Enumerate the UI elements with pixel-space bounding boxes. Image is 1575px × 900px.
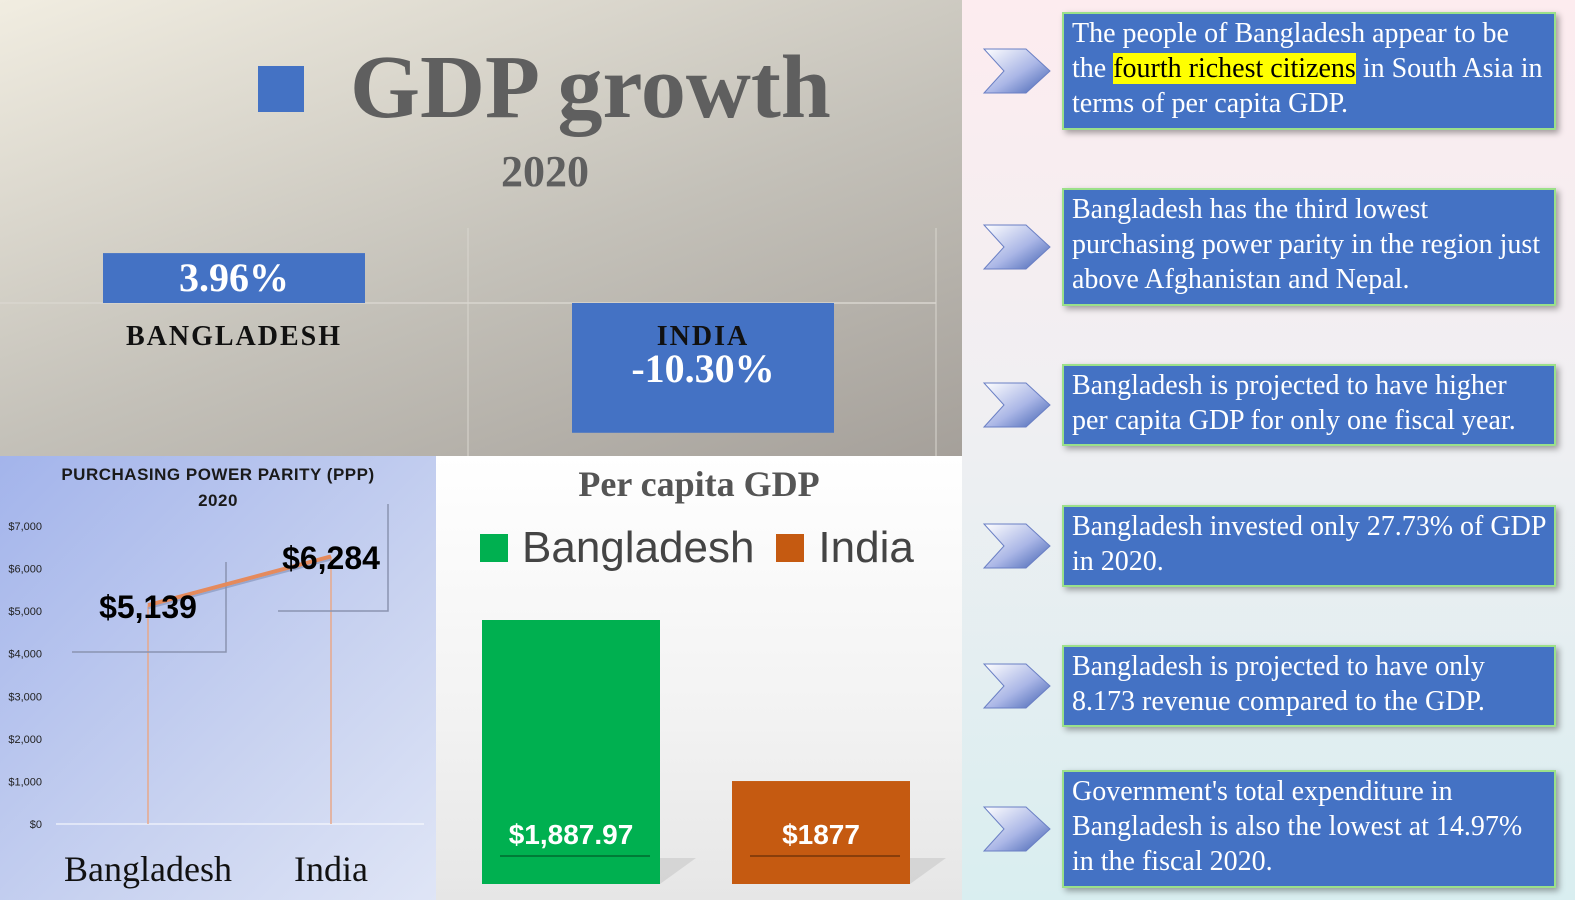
bullet-text: Government's total expenditure in Bangla… bbox=[1072, 776, 1523, 877]
legend-swatch-india bbox=[776, 534, 805, 562]
ppp-data-label: $6,284 bbox=[282, 540, 380, 576]
ppp-y-tick-label: $0 bbox=[30, 819, 42, 831]
ppp-y-tick-label: $3,000 bbox=[8, 691, 42, 703]
ppp-subtitle-text: 2020 bbox=[198, 491, 238, 510]
ppp-title-text: PURCHASING POWER PARITY (PPP) bbox=[61, 465, 375, 484]
chevron-arrow-icon bbox=[982, 523, 1051, 569]
ppp-category-label: India bbox=[294, 849, 368, 889]
bullet-text: Bangladesh is projected to have higher p… bbox=[1072, 370, 1516, 436]
per-capita-data-label: $1,887.97 bbox=[509, 819, 634, 850]
bullet-text-box: Bangladesh is projected to have only 8.1… bbox=[1062, 645, 1556, 727]
bullet-text: Bangladesh has the third lowest purchasi… bbox=[1072, 194, 1541, 295]
gdp-value-label: -10.30% bbox=[631, 346, 775, 391]
bullets-panel: The people of Bangladesh appear to be th… bbox=[962, 0, 1575, 900]
ppp-y-tick-label: $5,000 bbox=[8, 606, 42, 618]
chevron-arrow-icon bbox=[982, 806, 1051, 852]
ppp-series-line-shadow bbox=[147, 558, 332, 610]
gdp-title: GDP growth bbox=[350, 38, 831, 137]
ppp-series-line bbox=[147, 554, 332, 608]
gdp-value-label: 3.96% bbox=[179, 255, 289, 301]
bullet-text: Bangladesh invested only 27.73% of GDP i… bbox=[1072, 511, 1546, 577]
per-capita-bar bbox=[482, 620, 660, 884]
per-capita-bar bbox=[732, 781, 910, 884]
gdp-bar bbox=[103, 253, 365, 303]
per-capita-bar-chart: $1,887.97 $1877 bbox=[482, 620, 946, 884]
gdp-bar bbox=[572, 303, 834, 433]
gdp-subtitle: 2020 bbox=[501, 147, 589, 196]
per-capita-title: Per capita GDP bbox=[578, 464, 820, 504]
ppp-y-tick-label: $7,000 bbox=[8, 521, 42, 533]
ppp-callout-frame bbox=[278, 504, 389, 612]
bullet-text-box: Bangladesh invested only 27.73% of GDP i… bbox=[1062, 505, 1556, 587]
gdp-growth-chart bbox=[0, 228, 937, 456]
bullet-highlight-text: fourth richest citizens bbox=[1113, 53, 1356, 84]
ppp-y-tick-label: $6,000 bbox=[8, 564, 42, 576]
ppp-category-label: Bangladesh bbox=[64, 849, 232, 889]
per-capita-gdp-panel: Per capita GDP Bangladesh India $1,887.9… bbox=[436, 456, 962, 900]
ppp-y-tick-label: $2,000 bbox=[8, 734, 42, 746]
per-capita-legend: Bangladesh India bbox=[480, 520, 936, 576]
ppp-callout-frame bbox=[72, 562, 227, 653]
bullet-text-box: Bangladesh is projected to have higher p… bbox=[1062, 364, 1556, 446]
bullet-text-box: Bangladesh has the third lowest purchasi… bbox=[1062, 188, 1556, 306]
ppp-y-tick-label: $4,000 bbox=[8, 649, 42, 661]
chevron-arrow-icon bbox=[982, 48, 1051, 94]
legend-label-india: India bbox=[818, 523, 914, 572]
ppp-y-tick-label: $1,000 bbox=[8, 776, 42, 788]
ppp-data-label: $5,139 bbox=[99, 589, 197, 625]
ppp-chart-panel: PURCHASING POWER PARITY (PPP) 2020 $0 $1,… bbox=[0, 456, 436, 900]
bullet-text: The people of Bangladesh appear to be th… bbox=[1072, 18, 1509, 84]
gdp-category-label: INDIA bbox=[656, 321, 750, 352]
bullet-text-box: Government's total expenditure in Bangla… bbox=[1062, 770, 1556, 888]
bullet-text-box: The people of Bangladesh appear to be th… bbox=[1062, 12, 1556, 130]
gdp-category-label: BANGLADESH bbox=[125, 321, 343, 352]
bullet-text: in South Asia in terms of per capita GDP… bbox=[1072, 53, 1543, 119]
bullet-text: Bangladesh is projected to have only 8.1… bbox=[1072, 651, 1485, 717]
legend-label-bangladesh: Bangladesh bbox=[522, 523, 755, 572]
gdp-growth-panel: GDP growth 2020 3.96% BANGLADESH -10.30% IN… bbox=[0, 0, 962, 456]
chevron-arrow-icon bbox=[982, 382, 1051, 428]
legend-swatch-bangladesh bbox=[480, 534, 508, 562]
gdp-legend-square bbox=[258, 66, 304, 112]
chevron-arrow-icon bbox=[982, 224, 1051, 270]
per-capita-data-label: $1877 bbox=[782, 819, 860, 850]
chevron-arrow-icon bbox=[982, 663, 1051, 709]
ppp-title: PURCHASING POWER PARITY (PPP) 2020 bbox=[0, 462, 436, 514]
ppp-line-chart: $0 $1,000 $2,000 $3,000 $4,000 $5,000 $6,000 $7… bbox=[8, 504, 424, 889]
